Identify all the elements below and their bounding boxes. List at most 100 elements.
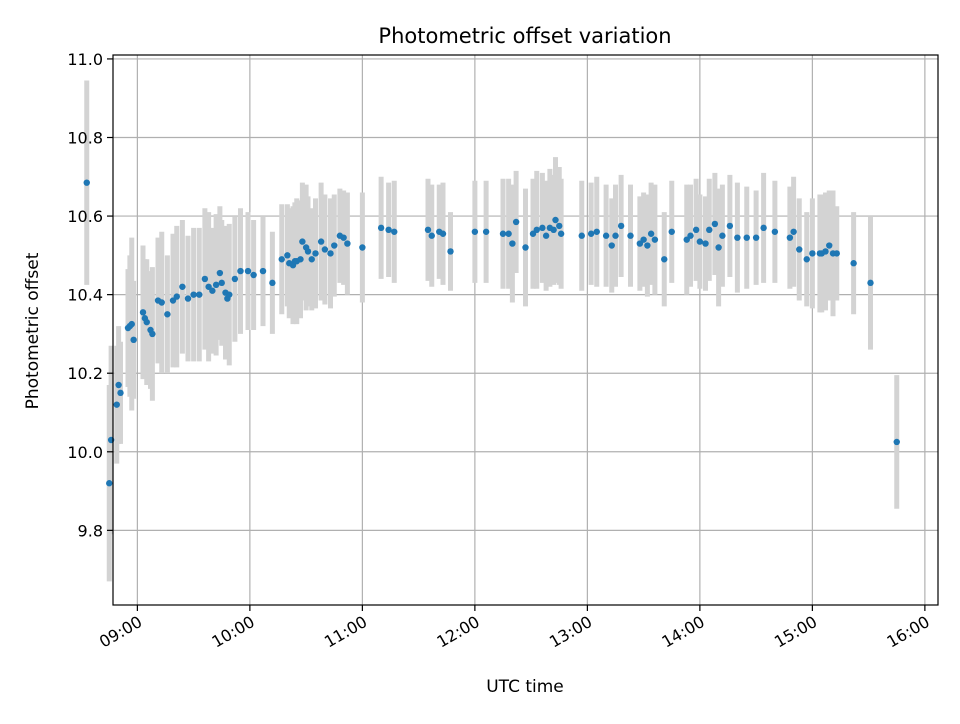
data-point (340, 234, 347, 241)
data-point (385, 226, 392, 234)
data-point (651, 236, 659, 243)
axes-frame (112, 54, 939, 606)
data-point (482, 228, 490, 235)
data-point (190, 291, 197, 298)
data-point (139, 309, 147, 316)
data-point (428, 232, 435, 239)
data-point (790, 228, 797, 235)
y-tick-label: 10.8 (67, 129, 103, 148)
data-point (647, 230, 655, 237)
data-point (149, 330, 156, 338)
data-point (556, 222, 563, 230)
data-point (237, 267, 244, 275)
data-point (130, 336, 137, 344)
data-point (734, 234, 741, 241)
data-point (803, 256, 810, 263)
data-point (196, 291, 203, 298)
data-point (602, 232, 610, 239)
data-point (706, 226, 713, 234)
data-point (696, 238, 704, 245)
data-point (269, 279, 276, 287)
data-point (344, 240, 351, 247)
data-point (179, 283, 186, 290)
data-point (893, 438, 900, 446)
data-point (867, 279, 874, 287)
chart-title: Photometric offset variation (378, 24, 671, 48)
data-point (201, 275, 209, 283)
x-axis-label: UTC time (486, 677, 564, 697)
data-point (158, 299, 165, 306)
data-point (173, 293, 180, 300)
data-point (424, 226, 432, 234)
data-point (209, 287, 216, 294)
y-axis-label: Photometric offset (23, 252, 43, 409)
data-point (106, 480, 113, 487)
data-point (505, 230, 512, 237)
data-point (308, 256, 315, 263)
y-tick-label: 11.0 (67, 50, 103, 69)
data-point (533, 226, 540, 234)
data-point (752, 234, 760, 241)
data-point (692, 226, 700, 234)
data-point (539, 224, 546, 232)
data-point (608, 242, 615, 249)
data-point (522, 244, 529, 251)
data-point (312, 250, 319, 257)
data-point (143, 318, 150, 326)
data-point (743, 234, 750, 241)
y-axis-ticks: 9.8 10.0 10.2 10.4 10.6 10.8 11.0 (67, 50, 113, 540)
data-point (822, 248, 829, 255)
data-point (304, 248, 312, 255)
y-tick-label: 10.2 (67, 364, 103, 383)
data-point (771, 228, 779, 235)
data-point (83, 179, 90, 186)
data-point (512, 218, 520, 226)
data-point (299, 238, 306, 245)
y-tick-label: 10.0 (67, 443, 103, 462)
data-point (552, 216, 559, 224)
y-tick-label: 10.6 (67, 207, 103, 226)
data-point (617, 222, 625, 230)
data-point (377, 224, 385, 232)
data-point (226, 291, 233, 298)
data-point (113, 401, 120, 408)
y-tick-label: 9.8 (78, 521, 103, 540)
data-point (726, 222, 734, 230)
data-point (115, 381, 122, 389)
data-point (297, 256, 304, 263)
data-point (668, 228, 675, 235)
data-point (550, 226, 557, 234)
data-point (359, 244, 366, 251)
data-point (661, 256, 668, 263)
data-point (627, 232, 634, 239)
data-point (578, 232, 585, 239)
data-point (259, 267, 267, 275)
data-point (321, 246, 329, 253)
data-point (612, 232, 619, 239)
data-point (184, 295, 192, 302)
data-point (231, 275, 239, 283)
data-point (128, 320, 135, 328)
data-point (796, 246, 803, 253)
data-point (809, 250, 816, 257)
data-point (833, 250, 840, 257)
data-point (117, 389, 124, 397)
data-point (702, 240, 709, 247)
grid-lines (113, 55, 938, 605)
data-point (164, 311, 171, 318)
data-point (542, 232, 550, 239)
data-point (244, 267, 252, 275)
data-point (587, 230, 595, 237)
data-point (278, 256, 285, 263)
data-point (644, 242, 651, 249)
data-point (786, 234, 794, 241)
data-point (760, 224, 767, 232)
data-point (447, 248, 454, 255)
data-point (719, 232, 726, 239)
data-point (317, 238, 325, 245)
data-point (331, 242, 338, 249)
data-point (711, 220, 719, 228)
y-tick-label: 10.4 (67, 286, 103, 305)
